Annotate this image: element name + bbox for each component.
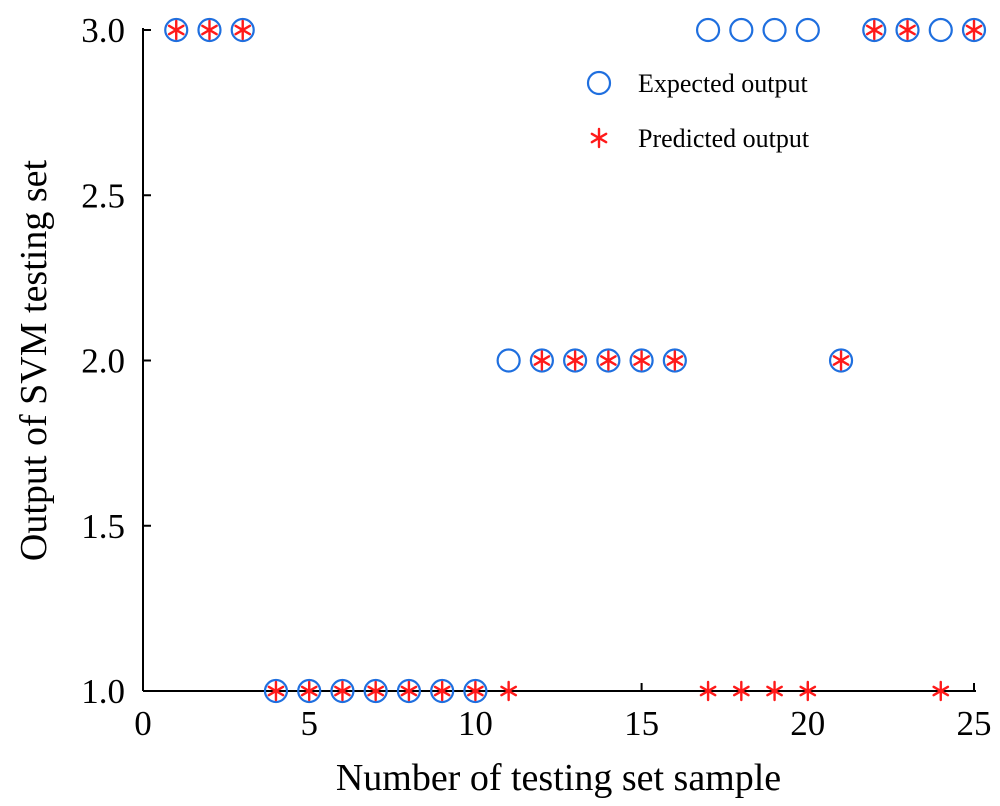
expected-output-point xyxy=(197,17,222,43)
predicted-output-point xyxy=(766,680,783,702)
y-tick-label: 3.0 xyxy=(81,11,125,50)
predicted-output-point xyxy=(334,680,351,702)
predicted-output-point xyxy=(300,680,318,702)
expected-output-point xyxy=(297,678,322,704)
predicted-output-point xyxy=(500,680,518,702)
legend-label-expected-output: Expected output xyxy=(638,69,808,98)
predicted-output-point xyxy=(666,350,684,371)
x-tick-label: 15 xyxy=(624,704,659,743)
x-axis-title: Number of testing set sample xyxy=(336,757,781,799)
predicted-output-point xyxy=(234,19,252,41)
legend: Expected output Predicted output xyxy=(586,69,810,153)
series-expected-output xyxy=(164,17,987,704)
x-axis-ticks: 0 5 10 15 20 25 xyxy=(134,683,992,743)
predicted-output-point xyxy=(832,350,850,371)
predicted-output-point xyxy=(201,19,218,41)
x-tick-label: 10 xyxy=(458,704,493,743)
legend-marker-asterisk-icon xyxy=(590,127,608,149)
expected-output-point xyxy=(396,678,422,704)
predicted-output-point xyxy=(633,350,650,371)
expected-output-point xyxy=(828,348,854,373)
expected-output-point xyxy=(695,17,721,43)
predicted-output-point xyxy=(400,680,418,702)
x-tick-label: 5 xyxy=(300,704,318,743)
legend-item-predicted-output: Predicted output xyxy=(590,124,810,153)
predicted-output-point xyxy=(965,19,983,41)
predicted-output-point xyxy=(932,680,950,702)
legend-asterisk-marker xyxy=(590,127,608,149)
expected-output-point xyxy=(961,17,987,43)
expected-output-point xyxy=(629,348,654,373)
predicted-output-point xyxy=(367,680,385,702)
y-tick-label: 1.5 xyxy=(81,507,125,546)
predicted-output-point xyxy=(467,680,484,702)
expected-output-point xyxy=(895,17,920,43)
expected-output-point xyxy=(729,17,754,43)
expected-output-point xyxy=(928,17,953,43)
y-tick-label: 2.5 xyxy=(81,176,125,215)
predicted-output-point xyxy=(267,680,285,702)
legend-label-predicted-output: Predicted output xyxy=(638,124,810,153)
expected-output-point xyxy=(430,678,455,704)
predicted-output-point xyxy=(699,680,717,702)
x-tick-label: 0 xyxy=(134,704,152,743)
x-tick-label: 25 xyxy=(957,704,992,743)
expected-output-point xyxy=(263,678,289,704)
series-predicted-output xyxy=(167,19,983,702)
expected-output-point xyxy=(662,348,687,373)
predicted-output-point xyxy=(799,680,817,702)
expected-output-point xyxy=(496,348,521,373)
expected-output-point xyxy=(596,348,621,373)
x-tick-label: 20 xyxy=(790,704,825,743)
y-tick-label: 1.0 xyxy=(81,672,125,711)
expected-output-point xyxy=(330,678,355,704)
expected-output-point xyxy=(230,17,255,43)
expected-output-point xyxy=(563,348,588,373)
predicted-output-point xyxy=(566,350,584,371)
predicted-output-point xyxy=(599,350,617,371)
legend-item-expected-output: Expected output xyxy=(586,69,808,98)
legend-circle-marker xyxy=(586,70,612,96)
predicted-output-point xyxy=(865,19,883,41)
expected-output-point xyxy=(463,678,488,704)
predicted-output-point xyxy=(533,350,551,371)
expected-output-point xyxy=(363,678,388,704)
expected-output-point xyxy=(862,17,887,43)
expected-output-point xyxy=(795,17,820,43)
predicted-output-point xyxy=(433,680,451,702)
expected-output-point xyxy=(164,17,189,43)
legend-marker-circle-icon xyxy=(586,70,612,96)
predicted-output-point xyxy=(167,19,185,41)
y-axis-title: Output of SVM testing set xyxy=(13,160,55,562)
y-tick-label: 2.0 xyxy=(81,342,125,381)
expected-output-point xyxy=(529,348,554,373)
y-axis-ticks: 1.0 1.5 2.0 2.5 3.0 xyxy=(81,11,151,711)
expected-output-point xyxy=(762,17,787,43)
predicted-output-point xyxy=(732,680,750,702)
predicted-output-point xyxy=(899,19,916,41)
